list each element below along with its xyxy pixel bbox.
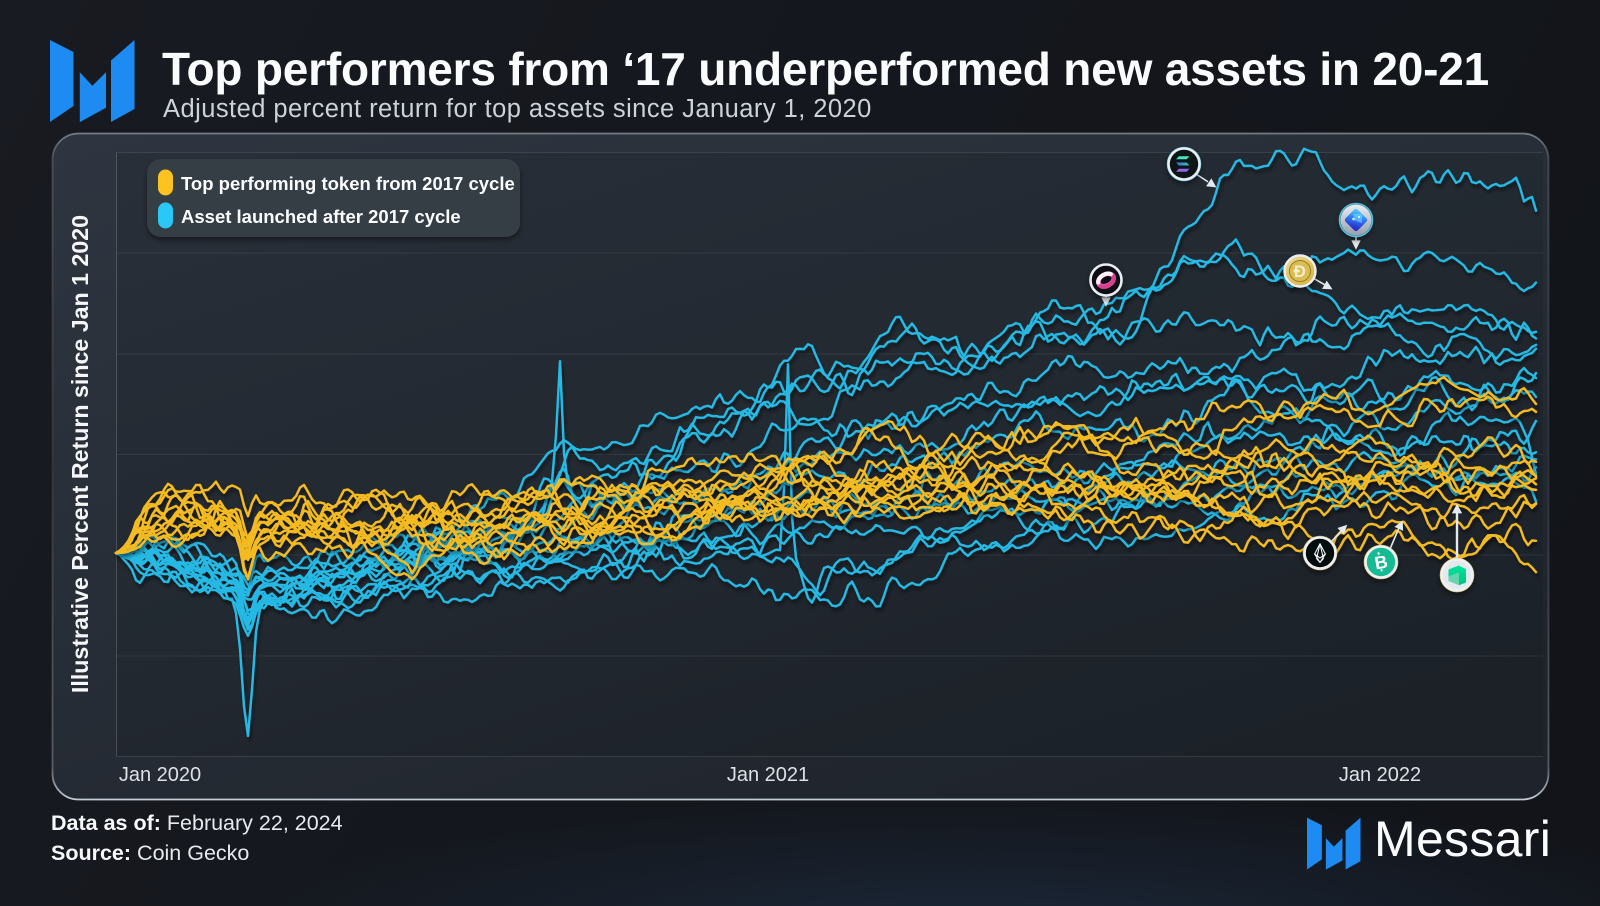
svg-text:Jan 2022: Jan 2022 (1339, 764, 1421, 786)
svg-text:Adjusted percent return for to: Adjusted percent return for top assets s… (163, 95, 872, 123)
svg-text:Messari: Messari (1374, 811, 1551, 867)
svg-text:Illustrative Percent Return si: Illustrative Percent Return since Jan 1 … (67, 215, 93, 693)
svg-text:Jan 2021: Jan 2021 (727, 764, 809, 786)
svg-text:Top performing token from 2017: Top performing token from 2017 cycle (181, 173, 515, 194)
svg-text:Source: Coin Gecko: Source: Coin Gecko (51, 841, 249, 865)
svg-text:Top performers from ‘17 underp: Top performers from ‘17 underperformed n… (162, 43, 1489, 95)
svg-text:Jan 2020: Jan 2020 (119, 764, 201, 786)
svg-text:D: D (1294, 263, 1306, 281)
svg-text:B: B (1373, 551, 1389, 573)
svg-text:Asset launched after 2017 cycl: Asset launched after 2017 cycle (181, 206, 461, 227)
svg-text:Data as of: February 22, 2024: Data as of: February 22, 2024 (51, 811, 343, 835)
